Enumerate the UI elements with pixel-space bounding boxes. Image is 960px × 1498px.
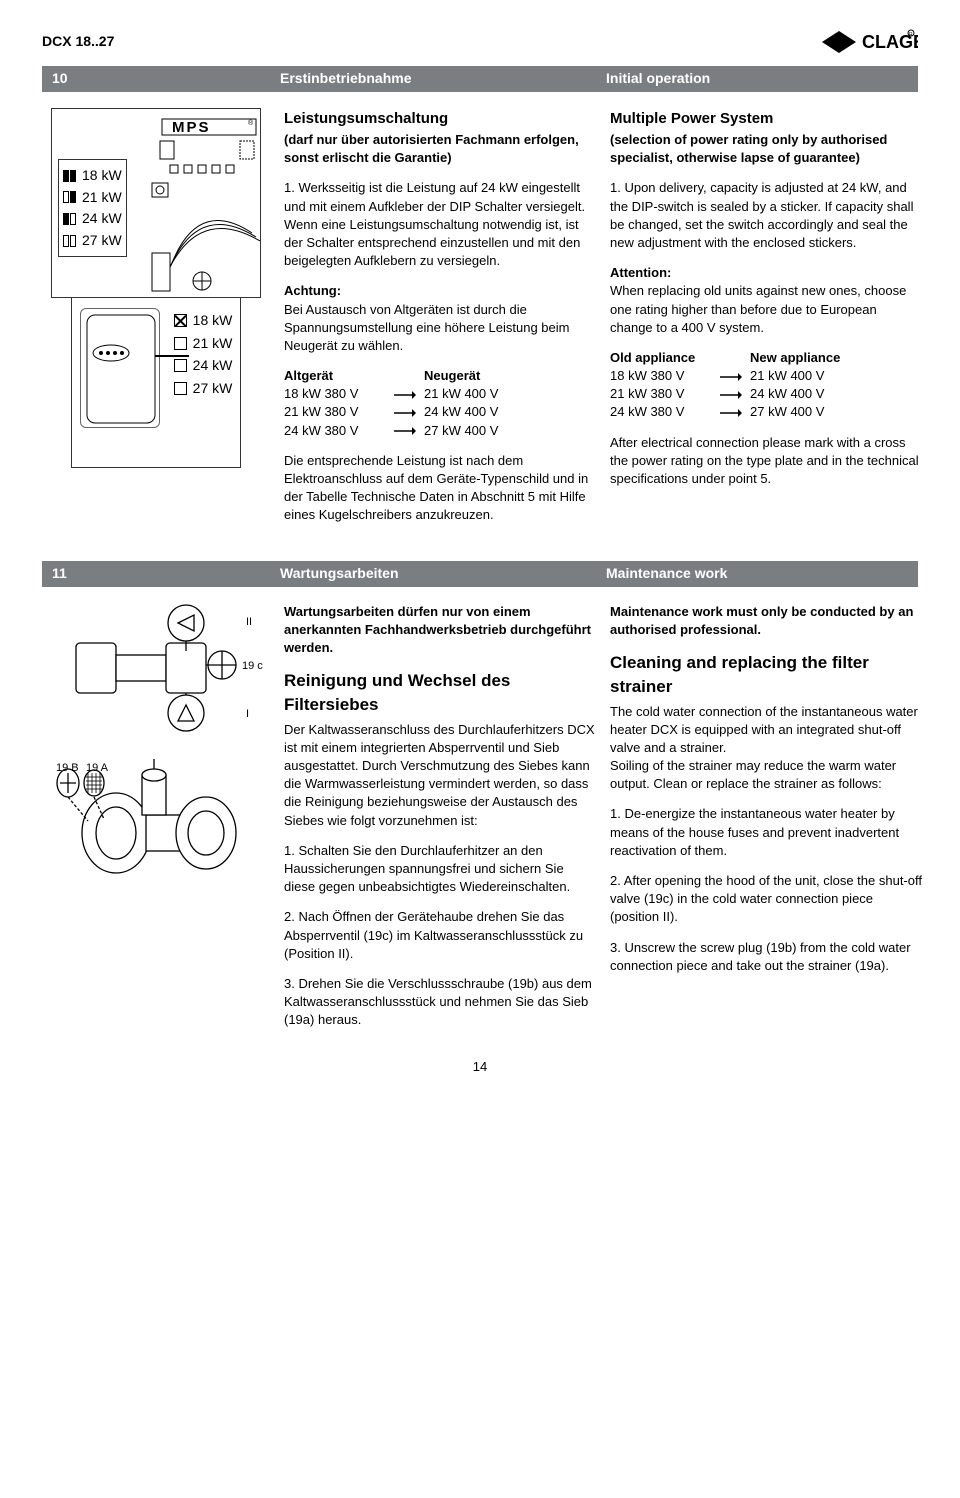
de-conversion-table: AltgerätNeugerät 18 kW 380 V21 kW 400 V … [284, 367, 596, 440]
section10-number: 10 [52, 69, 280, 89]
section10-bar: 10 Erstinbetriebnahme Initial operation [42, 66, 918, 92]
en-p2: After electrical connection please mark … [610, 434, 922, 489]
de-p1: 1. Werksseitig ist die Leistung auf 24 k… [284, 179, 596, 270]
check-option: 24 kW [193, 356, 233, 376]
de-old: 21 kW 380 V [284, 403, 394, 421]
en-new: 21 kW 400 V [750, 367, 824, 385]
de-old: 24 kW 380 V [284, 422, 394, 440]
section11-title-de: Wartungsarbeiten [280, 564, 606, 584]
de-th-new: Neugerät [424, 367, 480, 385]
en-old: 18 kW 380 V [610, 367, 720, 385]
check-option: 21 kW [193, 334, 233, 354]
de-paren: (darf nur über autorisierten Fachmann er… [284, 131, 596, 167]
arrow-icon [394, 403, 424, 421]
dip-option: 27 kW [82, 231, 122, 251]
arrow-icon [720, 403, 750, 421]
arrow-icon [720, 385, 750, 403]
doc-header: DCX 18..27 CLAGE R [42, 28, 918, 56]
svg-text:MPS: MPS [172, 119, 211, 136]
en-new: 24 kW 400 V [750, 385, 824, 403]
page-number: 14 [42, 1058, 918, 1076]
fitting-diagram: II 19 c I 19 B 19 A [42, 603, 270, 1042]
en-subheading: Cleaning and replacing the filter strain… [610, 651, 922, 699]
device-diagram: MPS ® [42, 108, 270, 537]
de-li1: 1. Schalten Sie den Durchlauferhitzer an… [284, 842, 596, 897]
svg-text:®: ® [248, 119, 254, 127]
de-subheading: Reinigung und Wechsel des Filtersiebes [284, 669, 596, 717]
en-th-old: Old appliance [610, 349, 750, 367]
section11-body: II 19 c I 19 B 19 A Wartungsarbeiten dür… [42, 603, 918, 1042]
en-li3: 3. Unscrew the screw plug (19b) from the… [610, 939, 922, 975]
de-p2: Die entsprechende Leistung ist nach dem … [284, 452, 596, 525]
label-19c: 19 c [242, 659, 263, 674]
de-attention-text: Bei Austausch von Altgeräten ist durch d… [284, 302, 569, 353]
de-p1: Der Kaltwasseranschluss des Durchlauf­er… [284, 721, 596, 830]
dip-option: 21 kW [82, 188, 122, 208]
checkbox-icon [174, 337, 187, 350]
checkbox-checked-icon [174, 314, 187, 327]
en-th-new: New appliance [750, 349, 840, 367]
label-19a: 19 A [86, 761, 108, 776]
dip-option: 24 kW [82, 209, 122, 229]
section11-number: 11 [52, 564, 280, 584]
en-conversion-table: Old applianceNew appliance 18 kW 380 V21… [610, 349, 922, 422]
label-I: I [246, 707, 249, 722]
arrow-icon [720, 367, 750, 385]
en-paren: (selection of power rating only by autho… [610, 131, 922, 167]
de-new: 21 kW 400 V [424, 385, 498, 403]
en-attention-text: When replacing old units against new one… [610, 283, 906, 334]
svg-text:R: R [909, 32, 913, 38]
checkbox-icon [174, 359, 187, 372]
de-old: 18 kW 380 V [284, 385, 394, 403]
en-li2: 2. After opening the hood of the unit, c… [610, 872, 922, 927]
en-old: 21 kW 380 V [610, 385, 720, 403]
check-option: 18 kW [193, 311, 233, 331]
de-new: 27 kW 400 V [424, 422, 498, 440]
en-old: 24 kW 380 V [610, 403, 720, 421]
de-lead: Wartungsarbeiten dürfen nur von einem an… [284, 603, 596, 658]
label-II: II [246, 615, 252, 630]
device-front-icon [80, 308, 160, 428]
section11-bar: 11 Wartungsarbeiten Maintenance work [42, 561, 918, 587]
arrow-icon [394, 422, 424, 440]
label-19b: 19 B [56, 761, 79, 776]
de-th-old: Altgerät [284, 367, 424, 385]
section11-title-en: Maintenance work [606, 564, 908, 584]
section10-body: MPS ® [42, 108, 918, 537]
section10-title-de: Erstinbetriebnahme [280, 69, 606, 89]
de-attention-label: Achtung: [284, 283, 341, 298]
de-new: 24 kW 400 V [424, 403, 498, 421]
en-lead: Maintenance work must only be conducted … [610, 603, 922, 639]
en-new: 27 kW 400 V [750, 403, 824, 421]
dip-switch-legend: 18 kW 21 kW 24 kW 27 kW [58, 159, 127, 257]
section10-de-column: Leistungsumschaltung (darf nur über auto… [284, 108, 596, 537]
section11-en-column: Maintenance work must only be conducted … [610, 603, 922, 1042]
de-heading: Leistungsumschaltung [284, 108, 596, 129]
arrow-icon [394, 385, 424, 403]
section11-de-column: Wartungsarbeiten dürfen nur von einem an… [284, 603, 596, 1042]
en-p1: The cold water connection of the instant… [610, 703, 922, 794]
dip-option: 18 kW [82, 166, 122, 186]
en-attention-label: Attention: [610, 265, 671, 280]
model-label: DCX 18..27 [42, 32, 114, 52]
en-li1: 1. De-energize the instantaneous water h… [610, 805, 922, 860]
checkbox-icon [174, 382, 187, 395]
de-li3: 3. Drehen Sie die Verschlussschraube (19… [284, 975, 596, 1030]
de-li2: 2. Nach Öffnen der Gerätehaube drehen Si… [284, 908, 596, 963]
en-heading: Multiple Power System [610, 108, 922, 129]
en-p1: 1. Upon delivery, capacity is adjusted a… [610, 179, 922, 252]
brand-logo: CLAGE R [822, 28, 918, 56]
section10-title-en: Initial operation [606, 69, 908, 89]
check-option: 27 kW [193, 379, 233, 399]
section10-en-column: Multiple Power System (selection of powe… [610, 108, 922, 537]
